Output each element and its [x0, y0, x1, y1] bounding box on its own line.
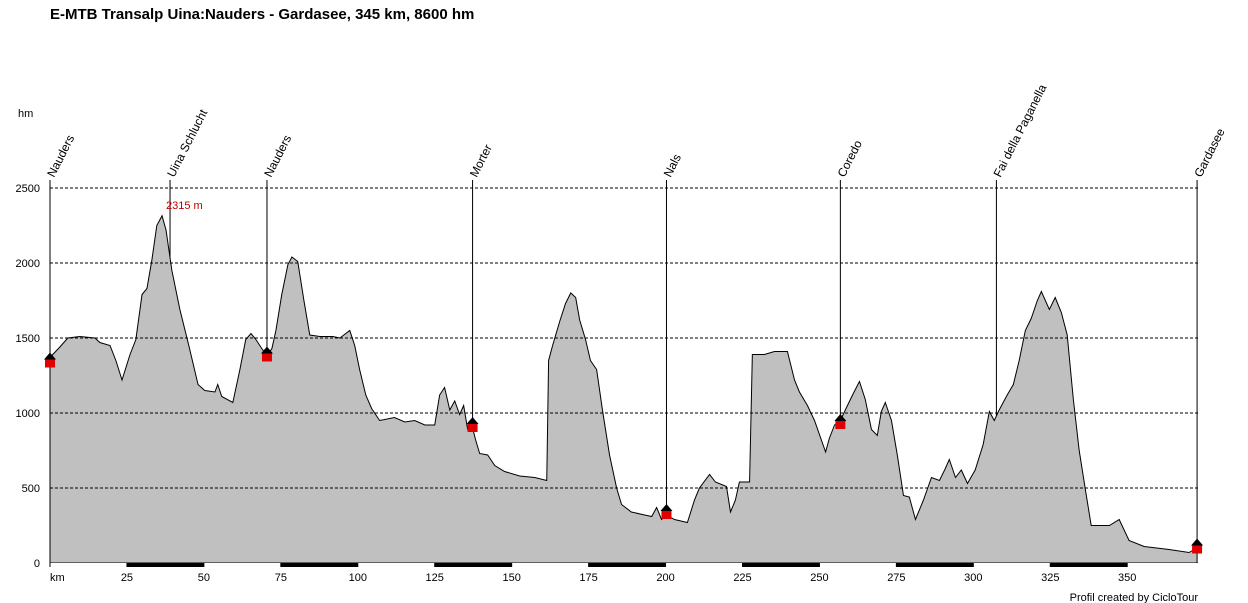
waypoint-marker [660, 504, 673, 519]
y-tick-label: 2000 [16, 258, 40, 270]
waypoint-label: Coredo [835, 138, 865, 180]
x-scale-segment [126, 563, 204, 567]
waypoint-label: Nals [661, 152, 684, 180]
waypoint-marker [44, 352, 56, 368]
y-tick-label: 0 [34, 558, 40, 570]
peak-annotation: 2315 m [166, 200, 203, 212]
x-tick-label: 325 [1041, 572, 1059, 584]
waypoint-marker [466, 417, 479, 432]
y-tick-label: 500 [22, 483, 40, 495]
x-tick-label: 150 [502, 572, 520, 584]
x-scale-segment [588, 563, 666, 567]
waypoint-marker [260, 346, 273, 362]
x-tick-label: 125 [426, 572, 444, 584]
x-tick-label: 300 [964, 572, 982, 584]
x-tick-label: km [50, 572, 65, 584]
y-tick-label: 1500 [16, 333, 40, 345]
x-tick-label: 100 [349, 572, 367, 584]
x-tick-label: 200 [656, 572, 674, 584]
x-tick-label: 175 [579, 572, 597, 584]
chart-title: E-MTB Transalp Uina:Nauders - Gardasee, … [50, 6, 474, 23]
x-tick-label: 225 [733, 572, 751, 584]
credit: Profil created by CicloTour [1070, 592, 1199, 603]
x-scale-segment [280, 563, 358, 567]
waypoint-label: Nauders [44, 133, 77, 180]
y-tick-label: 2500 [16, 183, 40, 195]
y-tick-label: 1000 [16, 408, 40, 420]
waypoint-label: Uina Schlucht [164, 106, 210, 179]
x-scale-segment [1050, 563, 1128, 567]
x-scale-segment [434, 563, 512, 567]
elevation-area [49, 214, 1198, 564]
waypoint-label: Gardasee [1191, 126, 1228, 180]
waypoint-marker [834, 414, 847, 429]
y-axis-label: hm [18, 108, 33, 120]
x-tick-label: 75 [275, 572, 287, 584]
x-tick-label: 250 [810, 572, 828, 584]
x-tick-label: 50 [198, 572, 210, 584]
x-scale-segment [896, 563, 974, 567]
x-tick-label: 350 [1118, 572, 1136, 584]
waypoint-label: Fai della Paganella [991, 82, 1050, 180]
waypoint-label: Morter [467, 142, 495, 179]
x-tick-label: 275 [887, 572, 905, 584]
x-tick-label: 25 [121, 572, 133, 584]
waypoint-marker [1191, 538, 1204, 554]
waypoint-label: Nauders [261, 133, 294, 180]
x-scale-segment [742, 563, 820, 567]
